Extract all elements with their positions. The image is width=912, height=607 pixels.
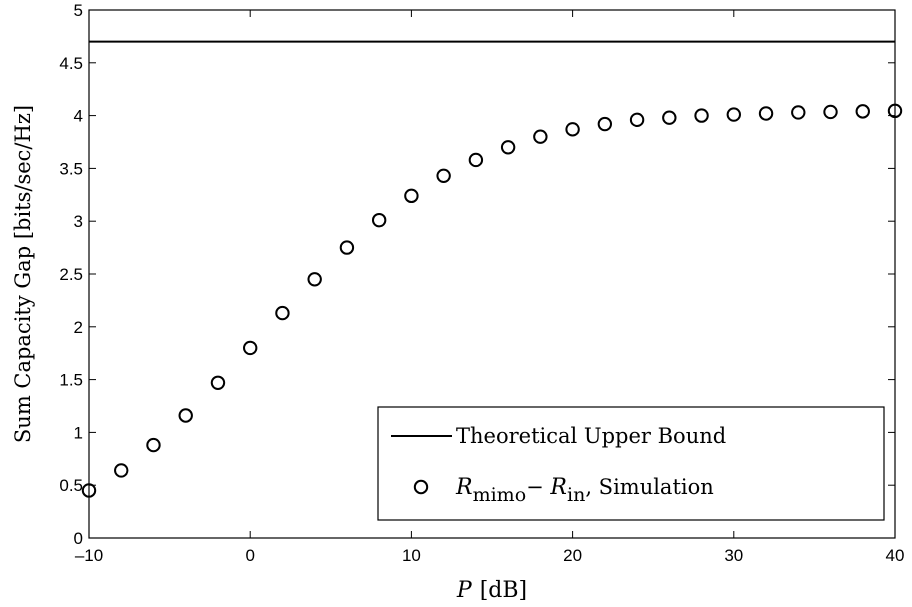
legend-sub-mimo: mimo (473, 484, 527, 506)
data-point-simulation (178, 408, 193, 423)
data-point-simulation (694, 108, 709, 123)
x-tick-label: 10 (402, 546, 421, 565)
y-tick-label: 2 (74, 318, 83, 337)
data-point-simulation (629, 112, 645, 128)
legend-label-upper-bound: Theoretical Upper Bound (456, 424, 726, 448)
legend-r-in: R (549, 475, 567, 500)
y-axis: 0 0.5 1 1.5 2 2.5 3 3.5 4 4.5 5 (59, 1, 895, 548)
data-point-simulation (404, 188, 419, 204)
legend-r-mimo: R (455, 475, 473, 500)
x-axis-label-var: P (456, 578, 473, 603)
data-point-simulation (275, 305, 290, 321)
data-point-simulation (210, 375, 226, 390)
y-tick-label: 3 (74, 212, 83, 231)
data-point-simulation (726, 107, 741, 122)
y-tick-label: 1.5 (59, 371, 83, 390)
data-point-simulation (791, 105, 806, 120)
data-point-simulation (468, 152, 484, 168)
x-tick-label: 20 (563, 546, 582, 565)
y-axis-label: Sum Capacity Gap [bits/sec/Hz] (11, 105, 35, 443)
data-point-simulation (243, 340, 258, 356)
x-tick-label: 40 (886, 546, 905, 565)
data-point-simulation (500, 140, 516, 155)
legend: Theoretical Upper Bound Rmimo− Rin, Simu… (377, 406, 885, 521)
x-tick-label: 0 (245, 546, 254, 565)
data-point-simulation (146, 437, 161, 453)
x-tick-label: 30 (724, 546, 743, 565)
legend-box (377, 406, 885, 521)
y-tick-label: 0.5 (59, 476, 83, 495)
legend-minus: − (526, 475, 550, 499)
y-tick-label: 4 (74, 107, 83, 126)
data-point-simulation (307, 272, 322, 287)
legend-sub-in: in (567, 484, 585, 506)
data-point-simulation (81, 483, 97, 498)
data-point-simulation (339, 240, 355, 255)
data-point-simulation (436, 168, 451, 183)
data-point-simulation (855, 104, 870, 119)
data-point-simulation (758, 106, 774, 121)
y-tick-label: 2.5 (59, 265, 83, 284)
data-point-simulation (114, 463, 129, 478)
y-tick-label: 5 (74, 1, 83, 20)
y-tick-label: 0 (74, 529, 83, 548)
data-point-simulation (565, 122, 580, 137)
x-tick-label: –10 (75, 546, 103, 565)
x-axis-label: P [dB] (456, 578, 527, 603)
y-tick-label: 1 (74, 423, 83, 442)
data-point-simulation (887, 103, 903, 119)
data-point-simulation (823, 104, 838, 120)
y-tick-label: 3.5 (59, 159, 83, 178)
legend-circle-marker (413, 479, 429, 495)
series-layer (81, 40, 903, 498)
x-axis: –10 0 10 20 30 40 (75, 10, 905, 565)
data-point-simulation (662, 110, 677, 125)
legend-label-simulation: Rmimo− Rin, Simulation (455, 475, 714, 506)
data-point-simulation (371, 212, 387, 228)
data-point-simulation (533, 129, 548, 144)
legend-rest: , Simulation (585, 475, 713, 499)
x-axis-label-unit: [dB] (480, 578, 527, 603)
data-point-simulation (597, 116, 613, 132)
y-tick-label: 4.5 (59, 54, 83, 73)
